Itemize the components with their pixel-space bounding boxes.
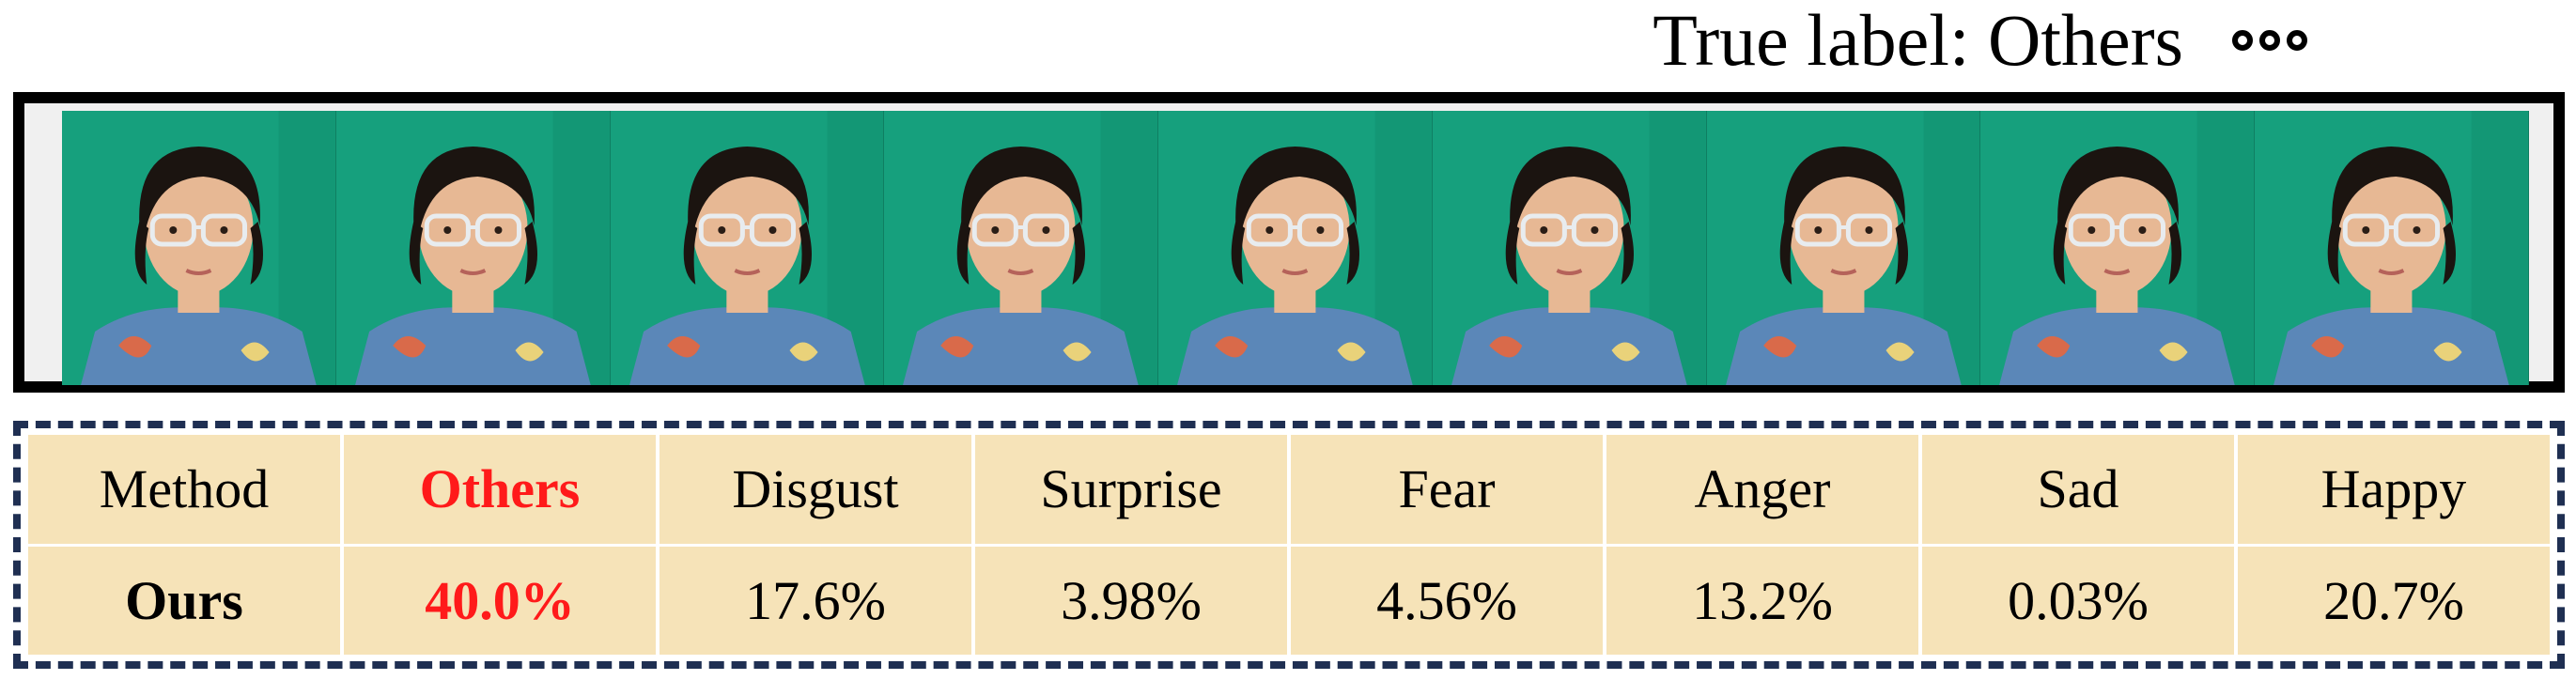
video-frame	[2255, 111, 2530, 385]
value-anger: 13.2%	[1606, 546, 1918, 655]
header-anger: Anger	[1606, 435, 1918, 544]
more-icon	[2232, 30, 2307, 51]
value-disgust: 17.6%	[660, 546, 971, 655]
prediction-table: Method Others Disgust Surprise Fear Ange…	[13, 421, 2565, 669]
video-frame	[884, 111, 1159, 385]
video-frame	[1158, 111, 1433, 385]
video-frame-strip	[13, 92, 2565, 393]
header-disgust: Disgust	[660, 435, 971, 544]
header-surprise: Surprise	[975, 435, 1287, 544]
table-header-row: Method Others Disgust Surprise Fear Ange…	[28, 435, 2550, 544]
header-sad: Sad	[1922, 435, 2234, 544]
video-frame	[335, 111, 611, 385]
video-frame	[62, 111, 336, 385]
video-frame	[1432, 111, 1707, 385]
value-sad: 0.03%	[1922, 546, 2234, 655]
header-fear: Fear	[1291, 435, 1603, 544]
frame-sequence	[62, 111, 2530, 385]
value-others: 40.0%	[344, 546, 656, 655]
value-fear: 4.56%	[1291, 546, 1603, 655]
row-method: Ours	[28, 546, 340, 655]
value-happy: 20.7%	[2238, 546, 2550, 655]
header-happy: Happy	[2238, 435, 2550, 544]
value-surprise: 3.98%	[975, 546, 1287, 655]
header-others: Others	[344, 435, 656, 544]
video-frame	[1980, 111, 2256, 385]
video-frame	[610, 111, 885, 385]
table-row-ours: Ours 40.0% 17.6% 3.98% 4.56% 13.2% 0.03%…	[28, 546, 2550, 655]
true-label-text: True label: Others	[1653, 0, 2183, 81]
header-method: Method	[28, 435, 340, 544]
video-frame	[1706, 111, 1981, 385]
true-label-caption: True label: Others	[1653, 4, 2307, 77]
